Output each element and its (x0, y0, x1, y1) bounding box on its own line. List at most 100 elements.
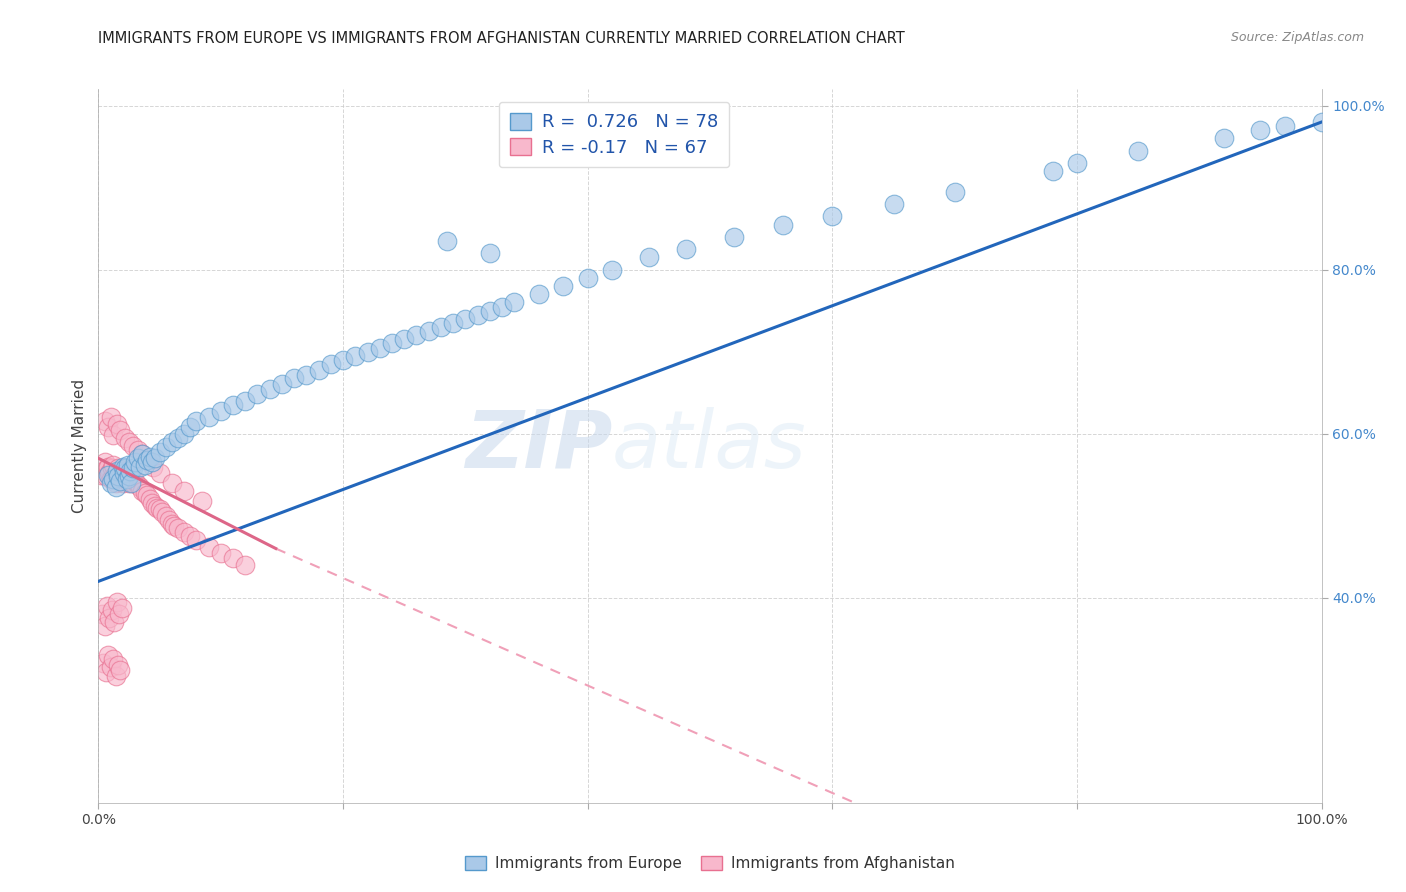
Point (332, 352, 354, 367)
Point (127, 443, 149, 458)
Point (160, 516, 183, 531)
Point (108, 472, 131, 486)
Point (105, 466, 128, 480)
Point (121, 461, 143, 475)
Point (91, 657, 114, 671)
Point (114, 461, 136, 475)
Point (100, 472, 122, 486)
Point (90, 467, 112, 482)
Point (186, 533, 208, 548)
Point (107, 469, 129, 483)
Point (283, 371, 305, 385)
Point (114, 464, 136, 478)
Text: IMMIGRANTS FROM EUROPE VS IMMIGRANTS FROM AFGHANISTAN CURRENTLY MARRIED CORRELAT: IMMIGRANTS FROM EUROPE VS IMMIGRANTS FRO… (98, 31, 905, 46)
Point (134, 485, 156, 500)
Point (167, 431, 190, 445)
Point (233, 393, 256, 408)
Point (105, 417, 128, 431)
Point (405, 328, 427, 343)
Point (197, 410, 219, 425)
Point (143, 499, 166, 513)
Point (157, 513, 180, 527)
Point (103, 469, 125, 483)
Point (392, 332, 416, 346)
Point (436, 234, 458, 248)
Point (883, 197, 905, 211)
Point (91, 607, 114, 622)
Point (111, 464, 134, 478)
Point (97, 459, 120, 474)
Point (259, 382, 281, 396)
Point (94, 665, 117, 679)
Point (146, 500, 169, 515)
Point (108, 607, 131, 622)
Point (943, 185, 966, 199)
Point (96, 461, 118, 475)
Point (136, 453, 159, 467)
Point (155, 440, 177, 454)
Point (111, 459, 134, 474)
Point (120, 464, 142, 478)
Point (124, 455, 146, 469)
Point (129, 459, 152, 474)
Point (97, 420, 120, 434)
Point (491, 300, 513, 314)
Point (98, 466, 121, 480)
Point (197, 540, 219, 554)
Point (110, 475, 132, 489)
Point (270, 377, 294, 392)
Point (141, 496, 163, 510)
Point (467, 308, 489, 322)
Point (553, 279, 575, 293)
Point (441, 316, 464, 330)
Point (112, 466, 135, 480)
Point (295, 368, 318, 382)
Point (637, 251, 661, 265)
Point (821, 210, 844, 224)
Point (124, 475, 146, 489)
Text: Source: ZipAtlas.com: Source: ZipAtlas.com (1230, 31, 1364, 45)
Point (1128, 144, 1150, 158)
Point (478, 246, 501, 260)
Point (1066, 156, 1088, 170)
Point (107, 461, 129, 475)
Point (101, 458, 124, 472)
Y-axis label: Currently Married: Currently Married (72, 379, 87, 513)
Point (114, 431, 136, 445)
Point (127, 477, 149, 491)
Text: ZIP: ZIP (465, 407, 612, 485)
Point (149, 466, 172, 480)
Point (121, 439, 143, 453)
Point (136, 453, 159, 467)
Point (118, 469, 141, 483)
Point (149, 444, 172, 458)
Point (111, 600, 134, 615)
Point (163, 518, 186, 533)
Point (110, 469, 132, 483)
Point (129, 480, 152, 494)
Point (503, 295, 526, 310)
Point (143, 451, 166, 466)
Point (186, 414, 208, 428)
Point (319, 357, 342, 371)
Point (94, 469, 117, 483)
Point (1274, 119, 1296, 133)
Point (222, 551, 245, 566)
Point (115, 472, 138, 486)
Point (117, 458, 139, 472)
Point (160, 434, 183, 449)
Point (209, 403, 232, 417)
Point (101, 428, 124, 442)
Point (105, 595, 128, 609)
Text: atlas: atlas (612, 407, 807, 485)
Point (600, 262, 623, 277)
Point (118, 475, 141, 490)
Point (233, 558, 256, 572)
Point (120, 475, 142, 490)
Point (478, 303, 501, 318)
Point (675, 242, 697, 256)
Point (107, 658, 129, 673)
Point (98, 611, 121, 625)
Point (173, 525, 195, 540)
Point (150, 505, 173, 519)
